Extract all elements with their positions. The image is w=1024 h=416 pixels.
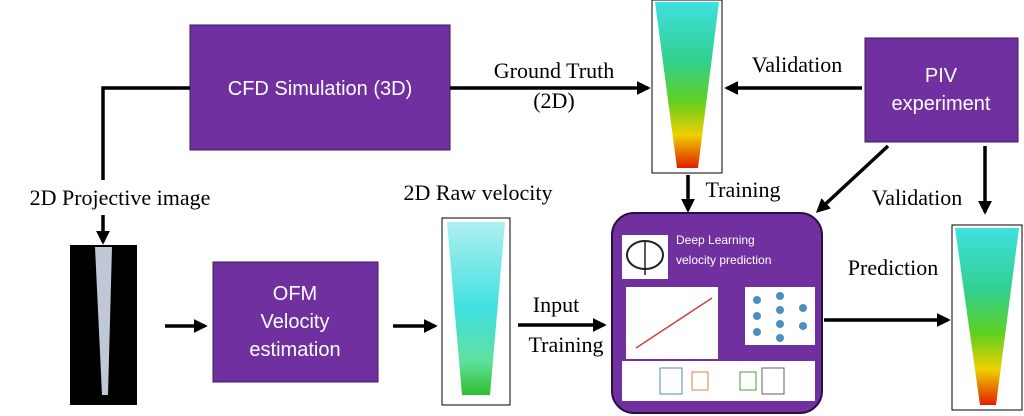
edge-label: Prediction bbox=[848, 255, 938, 280]
ofm-label: Velocity bbox=[261, 311, 330, 333]
piv-label: experiment bbox=[892, 93, 991, 115]
ofm-label: OFM bbox=[273, 283, 317, 305]
arrow bbox=[815, 144, 890, 213]
edge-label: Validation bbox=[872, 185, 962, 210]
piv-box bbox=[864, 37, 1019, 143]
edge-label: Ground Truth bbox=[494, 58, 614, 83]
edge-label: Training bbox=[706, 177, 781, 202]
edge-label: 2D Raw velocity bbox=[403, 180, 552, 205]
network-inset bbox=[753, 292, 807, 342]
cnn-inset bbox=[622, 361, 815, 401]
ground-truth-image bbox=[655, 2, 719, 168]
ofm-label: estimation bbox=[249, 339, 340, 361]
cfd-label: CFD Simulation (3D) bbox=[228, 78, 412, 100]
connector bbox=[101, 86, 190, 180]
dl-label: Deep Learning bbox=[676, 233, 755, 247]
edge-label: Input bbox=[533, 292, 579, 317]
prediction-image bbox=[955, 228, 1019, 405]
scatter-inset bbox=[635, 297, 713, 349]
edge-label: Validation bbox=[752, 52, 842, 77]
cnn-inset bbox=[659, 367, 785, 395]
projective-image bbox=[95, 247, 112, 395]
scatter-inset bbox=[626, 287, 718, 359]
piv-label: PIV bbox=[925, 65, 958, 87]
edge-label: (2D) bbox=[533, 88, 575, 113]
raw-velocity-image bbox=[447, 222, 505, 395]
edge-label: Training bbox=[529, 332, 604, 357]
ofm-box bbox=[212, 261, 379, 383]
edge-label: 2D Projective image bbox=[30, 185, 211, 210]
cfd-box bbox=[189, 24, 451, 151]
dl-label: velocity prediction bbox=[676, 253, 771, 267]
